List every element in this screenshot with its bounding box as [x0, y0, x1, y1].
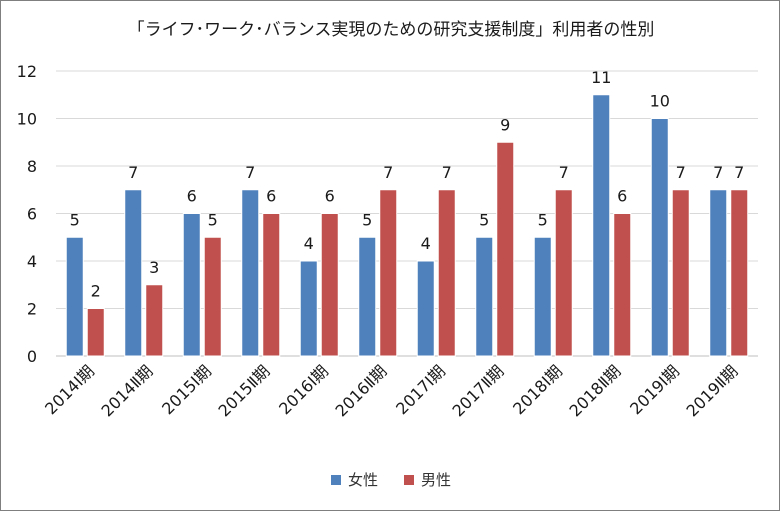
- x-tick-label: 2017Ⅱ期: [448, 361, 507, 420]
- data-label: 7: [559, 163, 569, 182]
- legend-swatch: [330, 474, 341, 485]
- x-tick-label: 2019Ⅰ期: [626, 361, 683, 418]
- y-axis-ticks: 0 2 4 6 8 10 12: [17, 62, 37, 366]
- chart-title: 「ライフ･ワーク･バランス実現のための研究支援制度」利用者の性別: [127, 20, 655, 40]
- legend-label: 男性: [421, 471, 452, 489]
- bar-male: [730, 189, 749, 357]
- legend-swatch: [404, 474, 414, 485]
- bar-male: [203, 236, 222, 357]
- y-tick-label: 10: [17, 110, 37, 129]
- bar-male: [86, 308, 105, 357]
- bar-male: [145, 284, 164, 357]
- x-tick-label: 2014Ⅱ期: [97, 361, 156, 420]
- x-tick-label: 2018Ⅰ期: [509, 361, 566, 418]
- x-tick-label: 2017Ⅰ期: [392, 361, 449, 418]
- data-label: 6: [187, 187, 197, 206]
- data-label: 5: [70, 210, 80, 229]
- bar-female: [182, 213, 201, 357]
- bar-male: [496, 141, 515, 357]
- data-label: 5: [538, 210, 548, 229]
- data-label: 7: [676, 163, 686, 182]
- data-label: 7: [128, 163, 138, 182]
- bar-female: [299, 260, 318, 357]
- bar-male: [554, 189, 573, 357]
- bar-female: [65, 236, 84, 357]
- bar-male: [437, 189, 456, 357]
- bar-female: [241, 189, 260, 357]
- data-label: 3: [149, 258, 159, 277]
- data-label: 5: [208, 210, 218, 229]
- data-label: 5: [479, 210, 489, 229]
- data-label: 7: [713, 163, 723, 182]
- data-label: 5: [362, 210, 372, 229]
- gridlines: [56, 70, 758, 357]
- legend-item-male: 男性: [404, 469, 451, 490]
- data-label: 7: [442, 163, 452, 182]
- x-tick-label: 2015Ⅰ期: [158, 361, 215, 418]
- x-axis-ticks: 2014Ⅰ期 2014Ⅱ期 2015Ⅰ期 2015Ⅱ期 2016Ⅰ期 2016Ⅱ期 2017…: [41, 361, 741, 420]
- x-tick-label: 2018Ⅱ期: [565, 361, 624, 420]
- y-tick-label: 8: [27, 157, 37, 176]
- data-label: 7: [245, 163, 255, 182]
- bar-female: [533, 236, 552, 357]
- legend: 女性 男性: [1, 469, 780, 490]
- data-label: 7: [734, 163, 744, 182]
- data-label: 4: [304, 234, 314, 253]
- data-label: 6: [325, 187, 335, 206]
- data-label: 6: [617, 187, 627, 206]
- bars: [65, 94, 749, 357]
- bar-male: [613, 213, 632, 357]
- y-tick-label: 0: [27, 347, 37, 366]
- legend-item-female: 女性: [330, 469, 378, 490]
- bar-female: [650, 118, 669, 357]
- x-tick-label: 2016Ⅰ期: [275, 361, 332, 418]
- y-tick-label: 6: [27, 205, 37, 224]
- x-tick-label: 2014Ⅰ期: [41, 361, 98, 418]
- bar-female: [592, 94, 611, 357]
- y-tick-label: 2: [27, 300, 37, 319]
- x-tick-label: 2019Ⅱ期: [682, 361, 741, 420]
- data-label: 7: [383, 163, 393, 182]
- data-label: 10: [650, 92, 670, 111]
- bar-female: [358, 236, 377, 357]
- bar-male: [262, 213, 281, 357]
- x-tick-label: 2015Ⅱ期: [214, 361, 273, 420]
- y-tick-label: 12: [17, 62, 37, 81]
- bar-female: [416, 260, 435, 357]
- data-label: 9: [500, 115, 510, 134]
- data-label: 6: [266, 187, 276, 206]
- bar-male: [379, 189, 398, 357]
- bar-male: [671, 189, 690, 357]
- data-label: 2: [91, 282, 101, 301]
- data-label: 4: [421, 234, 431, 253]
- bar-female: [709, 189, 728, 357]
- bar-male: [320, 213, 339, 357]
- bar-female: [124, 189, 143, 357]
- y-tick-label: 4: [27, 252, 37, 271]
- bar-female: [475, 236, 494, 357]
- legend-label: 女性: [347, 471, 378, 489]
- data-label: 11: [591, 68, 611, 87]
- x-tick-label: 2016Ⅱ期: [331, 361, 390, 420]
